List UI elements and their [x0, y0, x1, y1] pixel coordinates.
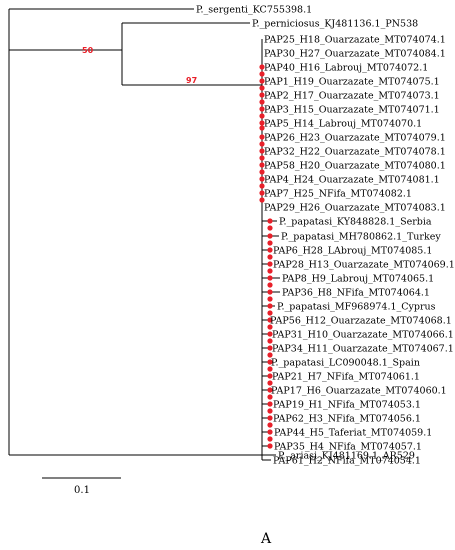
leaf-label: PAP30_H27_Ouarzazate_MT074084.1	[264, 49, 446, 60]
leaf-label: PAP19_H1_NFifa_MT074053.1	[273, 400, 421, 411]
leaf-label: P._papatasi_KY848828.1_Serbia	[279, 217, 432, 228]
node-marker	[259, 125, 265, 131]
leaf-label: PAP8_H9_Labrouj_MT074065.1	[282, 274, 434, 285]
node-marker	[267, 359, 273, 365]
node-marker	[267, 310, 273, 316]
leaf-label: PAP5_H14_Labrouj_MT074070.1	[264, 119, 422, 130]
leaf-label: PAP2_H17_Ouarzazate_MT074073.1	[264, 91, 440, 102]
node-marker	[267, 338, 273, 344]
leaf-label: PAP58_H20_Ouarzazate_MT074080.1	[264, 161, 446, 172]
node-marker	[267, 324, 273, 330]
leaf-label: PAP36_H8_NFifa_MT074064.1	[282, 288, 430, 299]
leaf-label: PAP4_H24_Ouarzazate_MT074081.1	[264, 175, 440, 186]
leaf-label: PAP6_H28_LAbrouj_MT074085.1	[273, 246, 432, 257]
node-marker	[267, 394, 273, 400]
leaf-label: PAP26_H23_Ouarzazate_MT074079.1	[264, 133, 446, 144]
leaf-label: PAP56_H12_Ouarzazate_MT074068.1	[270, 316, 452, 327]
node-marker	[259, 141, 265, 147]
node-marker	[267, 436, 273, 442]
panel-label: A	[260, 531, 272, 547]
leaf-label: PAP29_H26_Ouarzazate_MT074083.1	[264, 203, 446, 214]
leaf-labels: P._sergenti_KC755398.1 P._perniciosus_KJ4…	[196, 5, 455, 467]
node-marker	[259, 92, 265, 98]
leaf-label: PAP3_H15_Ouarzazate_MT074071.1	[264, 105, 440, 116]
tree-branches	[8, 8, 280, 461]
node-marker	[267, 443, 273, 449]
node-marker	[259, 155, 265, 161]
node-marker	[259, 71, 265, 77]
node-marker	[267, 254, 273, 260]
node-marker	[267, 373, 273, 379]
node-marker	[267, 282, 273, 288]
node-marker	[267, 296, 273, 302]
leaf-label: PAP25_H18_Ouarzazate_MT074074.1	[264, 35, 446, 46]
node-marker	[267, 218, 273, 224]
leaf-label: PAP40_H16_Labrouj_MT074072.1	[264, 63, 428, 74]
node-marker	[267, 415, 273, 421]
scale-bar-label: 0.1	[74, 485, 90, 496]
node-marker	[259, 134, 265, 140]
node-marker	[259, 190, 265, 196]
leaf-label: P._papatasi_MH780862.1_Turkey	[281, 232, 441, 243]
leaf-label: PAP21_H7_NFifa_MT074061.1	[272, 372, 420, 383]
node-marker	[267, 275, 273, 281]
node-marker	[259, 197, 265, 203]
node-marker	[267, 247, 273, 253]
support-value-50: 50	[82, 46, 94, 55]
node-marker	[259, 64, 265, 70]
leaf-label: PAP35_H4_NFifa_MT074057.1	[274, 442, 422, 453]
leaf-label: PAP32_H22_Ouarzazate_MT074078.1	[264, 147, 446, 158]
node-marker	[259, 85, 265, 91]
node-marker	[259, 120, 265, 126]
leaf-label: PAP1_H19_Ouarzazate_MT074075.1	[264, 77, 440, 88]
node-marker	[267, 225, 273, 231]
leaf-label: P._perniciosus_KJ481136.1_PN538	[252, 19, 418, 30]
node-marker	[259, 78, 265, 84]
leaf-label: P._papatasi_MF968974.1_Cyprus	[277, 302, 436, 313]
node-marker	[267, 233, 273, 239]
node-marker	[259, 106, 265, 112]
node-marker	[267, 268, 273, 274]
leaf-label: PAP28_H13_Ouarzazate_MT074069.1	[273, 260, 455, 271]
node-marker	[267, 331, 273, 337]
node-marker	[267, 240, 273, 246]
node-marker	[267, 429, 273, 435]
node-markers	[259, 64, 273, 449]
node-marker	[267, 422, 273, 428]
node-marker	[259, 113, 265, 119]
node-marker	[267, 317, 273, 323]
leaf-label: PAP31_H10_Ouarzazate_MT074066.1	[272, 330, 454, 341]
leaf-label: PAP17_H6_Ouarzazate_MT074060.1	[271, 386, 447, 397]
node-marker	[259, 99, 265, 105]
node-marker	[267, 345, 273, 351]
node-marker	[267, 289, 273, 295]
node-marker	[259, 183, 265, 189]
node-marker	[259, 148, 265, 154]
node-marker	[259, 169, 265, 175]
node-marker	[267, 261, 273, 267]
support-value-97: 97	[186, 76, 197, 85]
node-marker	[259, 176, 265, 182]
node-marker	[267, 380, 273, 386]
node-marker	[267, 401, 273, 407]
node-marker	[267, 408, 273, 414]
leaf-label: PAP62_H3_NFifa_MT074056.1	[273, 414, 421, 425]
node-marker	[259, 162, 265, 168]
node-marker	[267, 366, 273, 372]
leaf-label: PAP44_H5_Taferiat_MT074059.1	[274, 428, 432, 439]
leaf-label: P._papatasi_LC090048.1_Spain	[271, 358, 420, 369]
node-marker	[267, 387, 273, 393]
leaf-label: PAP7_H25_NFifa_MT074082.1	[264, 189, 412, 200]
node-marker	[267, 352, 273, 358]
leaf-label: P._sergenti_KC755398.1	[196, 5, 312, 16]
leaf-label: PAP61_H2_NFifa_MT074054.1	[273, 456, 421, 467]
node-marker	[267, 303, 273, 309]
leaf-label: PAP34_H11_Ouarzazate_MT074067.1	[272, 344, 454, 355]
leaf-label: P._ariasi_KJ481169.1_AR529	[278, 451, 415, 462]
